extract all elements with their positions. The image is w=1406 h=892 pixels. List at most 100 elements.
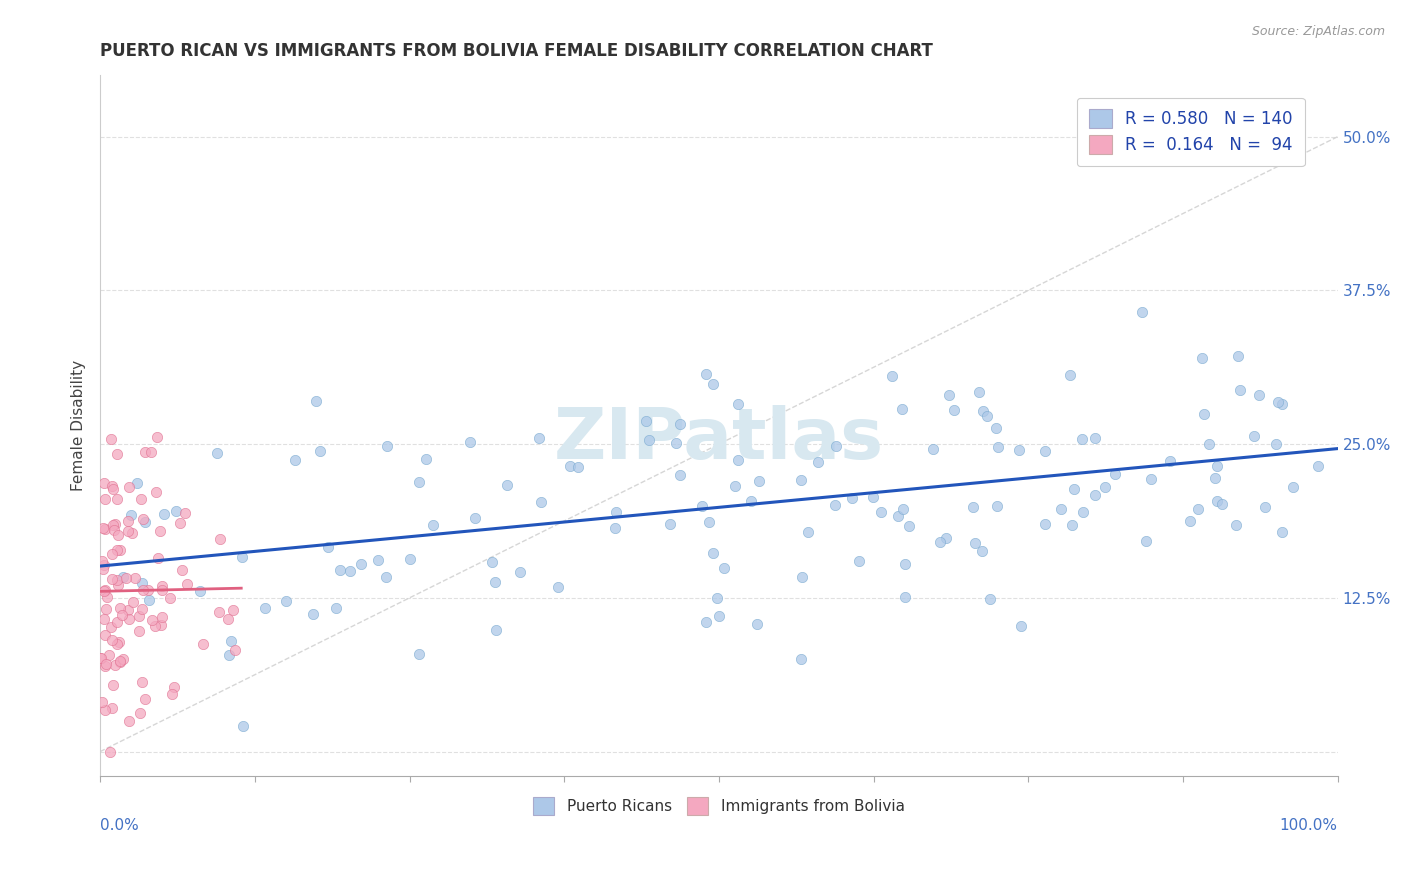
Text: PUERTO RICAN VS IMMIGRANTS FROM BOLIVIA FEMALE DISABILITY CORRELATION CHART: PUERTO RICAN VS IMMIGRANTS FROM BOLIVIA …	[100, 42, 934, 60]
Point	[101, 701, 124, 715]
Point	[115, 571, 138, 585]
Point	[893, 501, 915, 516]
Point	[1084, 431, 1107, 445]
Text: ZIPatlas: ZIPatlas	[554, 405, 884, 475]
Point	[302, 607, 325, 621]
Point	[1265, 437, 1288, 451]
Point	[205, 446, 228, 460]
Point	[979, 591, 1001, 606]
Point	[219, 634, 242, 648]
Point	[329, 563, 352, 577]
Point	[93, 628, 115, 642]
Point	[141, 613, 163, 627]
Point	[305, 393, 328, 408]
Point	[231, 549, 253, 564]
Point	[408, 475, 430, 489]
Point	[727, 396, 749, 410]
Point	[108, 654, 131, 668]
Point	[527, 431, 550, 445]
Y-axis label: Female Disability: Female Disability	[72, 360, 86, 491]
Point	[103, 523, 125, 537]
Point	[894, 557, 917, 571]
Point	[224, 642, 246, 657]
Point	[984, 421, 1007, 435]
Point	[117, 514, 139, 528]
Point	[484, 575, 506, 590]
Point	[1178, 514, 1201, 528]
Point	[318, 541, 340, 555]
Point	[962, 500, 984, 514]
Point	[967, 385, 990, 400]
Point	[963, 536, 986, 550]
Point	[117, 603, 139, 617]
Point	[1247, 388, 1270, 402]
Point	[339, 564, 361, 578]
Point	[96, 590, 118, 604]
Point	[134, 691, 156, 706]
Point	[1071, 432, 1094, 446]
Point	[159, 591, 181, 605]
Point	[1281, 480, 1303, 494]
Point	[1227, 349, 1250, 363]
Point	[748, 474, 770, 488]
Point	[669, 417, 692, 431]
Point	[841, 491, 863, 505]
Point	[94, 657, 117, 671]
Point	[1206, 458, 1229, 473]
Point	[713, 561, 735, 575]
Point	[938, 388, 960, 402]
Point	[1063, 482, 1085, 496]
Point	[1049, 502, 1071, 516]
Point	[222, 603, 245, 617]
Point	[111, 570, 134, 584]
Point	[101, 572, 124, 586]
Point	[398, 551, 420, 566]
Point	[987, 440, 1010, 454]
Point	[129, 491, 152, 506]
Point	[893, 590, 915, 604]
Point	[1060, 518, 1083, 533]
Point	[150, 610, 173, 624]
Point	[702, 377, 724, 392]
Text: Source: ZipAtlas.com: Source: ZipAtlas.com	[1251, 25, 1385, 38]
Point	[150, 579, 173, 593]
Point	[94, 703, 117, 717]
Point	[146, 430, 169, 444]
Point	[143, 619, 166, 633]
Point	[118, 714, 141, 728]
Point	[697, 515, 720, 529]
Point	[121, 526, 143, 541]
Point	[668, 468, 690, 483]
Point	[935, 531, 957, 545]
Point	[547, 580, 569, 594]
Point	[1135, 534, 1157, 549]
Point	[880, 368, 903, 383]
Point	[101, 479, 124, 493]
Point	[325, 601, 347, 615]
Point	[191, 637, 214, 651]
Point	[807, 454, 830, 468]
Point	[172, 563, 194, 577]
Point	[745, 616, 768, 631]
Point	[1267, 395, 1289, 409]
Point	[141, 444, 163, 458]
Point	[790, 651, 813, 665]
Point	[886, 508, 908, 523]
Point	[530, 495, 553, 509]
Point	[702, 546, 724, 560]
Point	[110, 601, 132, 615]
Point	[658, 516, 681, 531]
Point	[690, 500, 713, 514]
Point	[970, 544, 993, 558]
Point	[104, 657, 127, 672]
Point	[1206, 494, 1229, 508]
Point	[209, 532, 232, 546]
Point	[131, 674, 153, 689]
Point	[111, 652, 134, 666]
Point	[93, 476, 115, 491]
Point	[740, 493, 762, 508]
Point	[90, 651, 112, 665]
Point	[707, 609, 730, 624]
Point	[724, 479, 747, 493]
Point	[100, 547, 122, 561]
